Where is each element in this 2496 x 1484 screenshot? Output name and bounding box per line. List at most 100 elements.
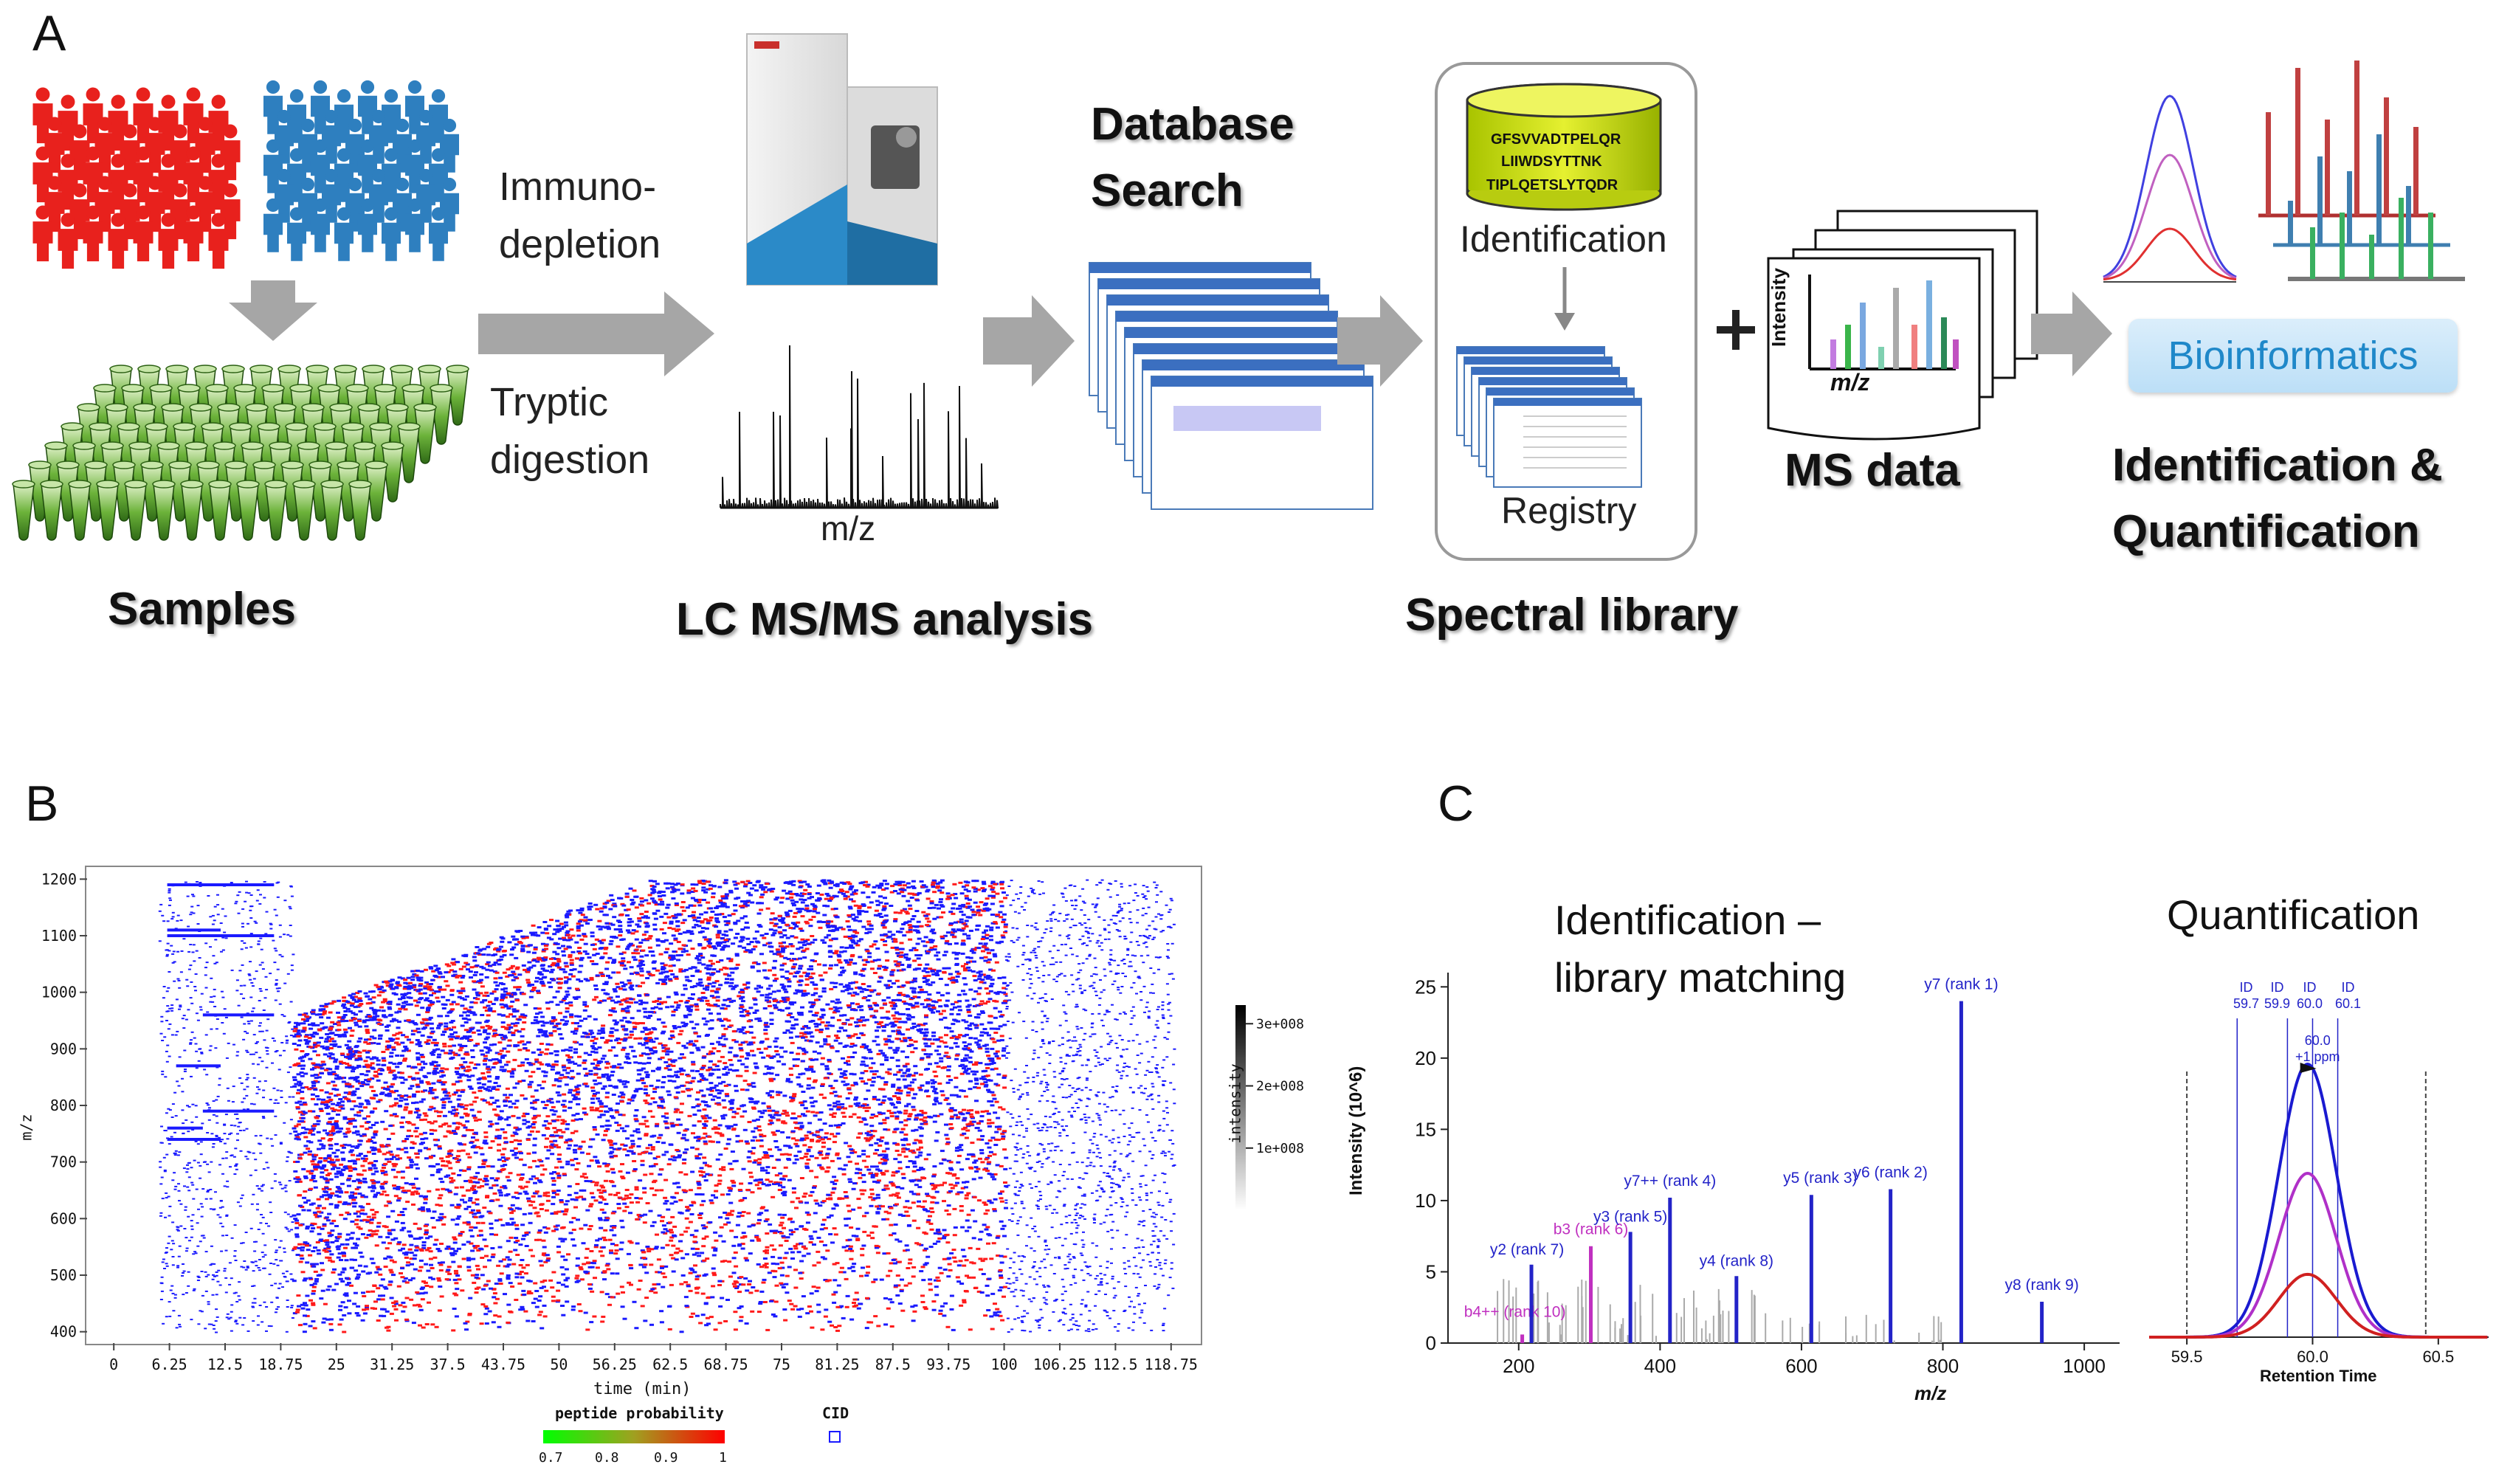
b-x-tick-5: 31.25 bbox=[370, 1356, 414, 1373]
ms-data-stack-icon bbox=[1767, 210, 2038, 441]
c-peak-label-6: y5 (rank 3) bbox=[1783, 1170, 1857, 1187]
identification-bars-icon bbox=[2258, 61, 2465, 281]
b-x-tick-3: 18.75 bbox=[258, 1356, 303, 1373]
c-quant-peak-marker bbox=[2300, 1063, 2317, 1073]
b-x-tick-9: 56.25 bbox=[593, 1356, 637, 1373]
ms-intensity-label: Intensity bbox=[1768, 268, 1790, 347]
lcms-map-frame bbox=[85, 866, 1202, 1345]
panel-b-letter: B bbox=[25, 776, 59, 832]
c-peak-label-5: y4 (rank 8) bbox=[1700, 1252, 1773, 1269]
arrow-to-library-icon bbox=[1337, 295, 1423, 387]
c-x-tick-0: 200 bbox=[1503, 1355, 1534, 1377]
c-quant-tick-1: 60.0 bbox=[2297, 1347, 2328, 1366]
c-y-tick-2: 10 bbox=[1415, 1190, 1436, 1212]
b-cid-label: CID bbox=[822, 1404, 849, 1422]
arrow-to-database-icon bbox=[983, 295, 1075, 387]
library-arrow-icon bbox=[1554, 267, 1575, 331]
arrow-to-bioinformatics-icon bbox=[2031, 291, 2112, 376]
c-x-tick-4: 1000 bbox=[2063, 1355, 2106, 1377]
b-x-tick-1: 6.25 bbox=[152, 1356, 187, 1373]
b-x-tick-2: 12.5 bbox=[207, 1356, 243, 1373]
c-quant-x-label: Retention Time bbox=[2260, 1367, 2377, 1385]
cid-legend-marker bbox=[829, 1431, 841, 1443]
b-x-tick-13: 81.25 bbox=[815, 1356, 859, 1373]
lc-spectrum-mz-label: m/z bbox=[821, 509, 876, 548]
c-quant-id-2: ID 59.9 bbox=[2264, 980, 2291, 1011]
lc-ms-spectrum-icon bbox=[720, 345, 999, 508]
b-y-tick-4: 800 bbox=[50, 1097, 77, 1114]
b-x-tick-0: 0 bbox=[109, 1356, 118, 1373]
c-x-tick-3: 800 bbox=[1927, 1355, 1959, 1377]
c-quant-id-3: ID 60.0 bbox=[2297, 980, 2323, 1011]
ms-data-label: MS data bbox=[1785, 445, 1960, 496]
b-y-tick-3: 700 bbox=[50, 1153, 77, 1171]
samples-label: Samples bbox=[108, 584, 297, 635]
c-y-tick-3: 15 bbox=[1415, 1118, 1436, 1140]
c-x-tick-1: 400 bbox=[1644, 1355, 1676, 1377]
b-colorbar-label: intensity bbox=[1226, 1063, 1244, 1144]
mass-spectrometer-icon bbox=[746, 33, 938, 286]
library-match-spectrum: 0 5 10 15 20 25 200 400 600 800 1000 b4++ (rank 10)… bbox=[1415, 973, 2120, 1377]
c-y-tick-1: 5 bbox=[1426, 1260, 1436, 1283]
b-x-tick-16: 100 bbox=[991, 1356, 1018, 1373]
c-quant-tick-2: 60.5 bbox=[2422, 1347, 2454, 1366]
c-quant-tick-0: 59.5 bbox=[2171, 1347, 2203, 1366]
b-legend-tick-1: 0.7 bbox=[539, 1450, 563, 1466]
c-quant-id-1: ID 59.7 bbox=[2233, 980, 2260, 1011]
c-peak-label-7: y6 (rank 2) bbox=[1853, 1164, 1927, 1181]
c-y-tick-5: 25 bbox=[1415, 976, 1436, 998]
db-peptide-2: LIIWDSYTTNK bbox=[1501, 153, 1602, 170]
c-quant-peak-label: 60.0 +1 ppm bbox=[2295, 1033, 2340, 1064]
panel-c-letter: C bbox=[1438, 776, 1475, 832]
red-patient-group-icon bbox=[32, 87, 241, 269]
b-y-axis-label: m/z bbox=[17, 1114, 35, 1141]
b-y-tick-2: 600 bbox=[50, 1209, 77, 1227]
c-peak-label-0: b4++ (rank 10) bbox=[1464, 1303, 1566, 1320]
c-y-tick-4: 20 bbox=[1415, 1047, 1436, 1069]
b-x-tick-6: 37.5 bbox=[430, 1356, 466, 1373]
sample-tubes-icon bbox=[12, 365, 469, 541]
spectral-library-label: Spectral library bbox=[1405, 590, 1739, 641]
lcms-map-axes: 0 6.25 12.5 18.75 25 31.25 37.5 43.75 50 56.25 62.… bbox=[41, 870, 1304, 1373]
b-x-tick-11: 68.75 bbox=[703, 1356, 748, 1373]
b-legend-tick-3: 0.9 bbox=[654, 1450, 678, 1466]
b-x-tick-19: 118.75 bbox=[1145, 1356, 1198, 1373]
b-y-tick-5: 900 bbox=[50, 1040, 77, 1057]
intensity-colorbar bbox=[1235, 1005, 1246, 1210]
c-identification-title: Identification – library matching bbox=[1554, 897, 1847, 1001]
c-quant-trace-0 bbox=[2149, 1062, 2488, 1339]
c-y-axis-label: Intensity (10^6) bbox=[1346, 1066, 1366, 1195]
c-peak-label-4: y7++ (rank 4) bbox=[1624, 1173, 1716, 1190]
c-peak-label-2: b3 (rank 6) bbox=[1554, 1221, 1629, 1238]
c-y-tick-0: 0 bbox=[1426, 1332, 1436, 1354]
lcms-analysis-label: LC MS/MS analysis bbox=[676, 594, 1094, 645]
registry-label: Registry bbox=[1501, 490, 1637, 531]
lcms-map-points bbox=[158, 879, 1176, 1333]
c-x-tick-2: 600 bbox=[1785, 1355, 1817, 1377]
plus-sign-icon bbox=[1717, 310, 1755, 350]
b-y-tick-1: 500 bbox=[50, 1266, 77, 1284]
b-x-axis-label: time (min) bbox=[593, 1380, 692, 1398]
ms-mz-label: m/z bbox=[1830, 369, 1870, 396]
c-peak-label-1: y2 (rank 7) bbox=[1490, 1241, 1564, 1258]
identification-label: Identification bbox=[1460, 218, 1667, 260]
b-x-tick-8: 50 bbox=[550, 1356, 568, 1373]
b-y-tick-0: 400 bbox=[50, 1323, 77, 1341]
bioinformatics-badge: Bioinformatics bbox=[2128, 319, 2458, 393]
database-search-screens-icon bbox=[1089, 262, 1373, 510]
c-x-axis-label: m/z bbox=[1914, 1382, 1947, 1404]
b-x-tick-7: 43.75 bbox=[481, 1356, 525, 1373]
quantification-peaks-icon bbox=[2103, 94, 2237, 283]
b-colorbar-tick-1: 2e+008 bbox=[1256, 1079, 1304, 1094]
b-legend-tick-2: 0.8 bbox=[595, 1450, 619, 1466]
b-x-tick-10: 62.5 bbox=[652, 1356, 688, 1373]
c-quant-trace-1 bbox=[2149, 1171, 2488, 1339]
tryptic-digestion-label: Tryptic digestion bbox=[490, 380, 650, 483]
b-legend-tick-4: 1 bbox=[719, 1450, 727, 1466]
immuno-depletion-label: Immuno- depletion bbox=[499, 165, 661, 267]
b-colorbar-tick-2: 3e+008 bbox=[1256, 1016, 1304, 1032]
blue-control-group-icon bbox=[263, 80, 459, 261]
c-peak-label-3: y3 (rank 5) bbox=[1593, 1208, 1667, 1225]
registry-screens-icon bbox=[1456, 346, 1642, 488]
